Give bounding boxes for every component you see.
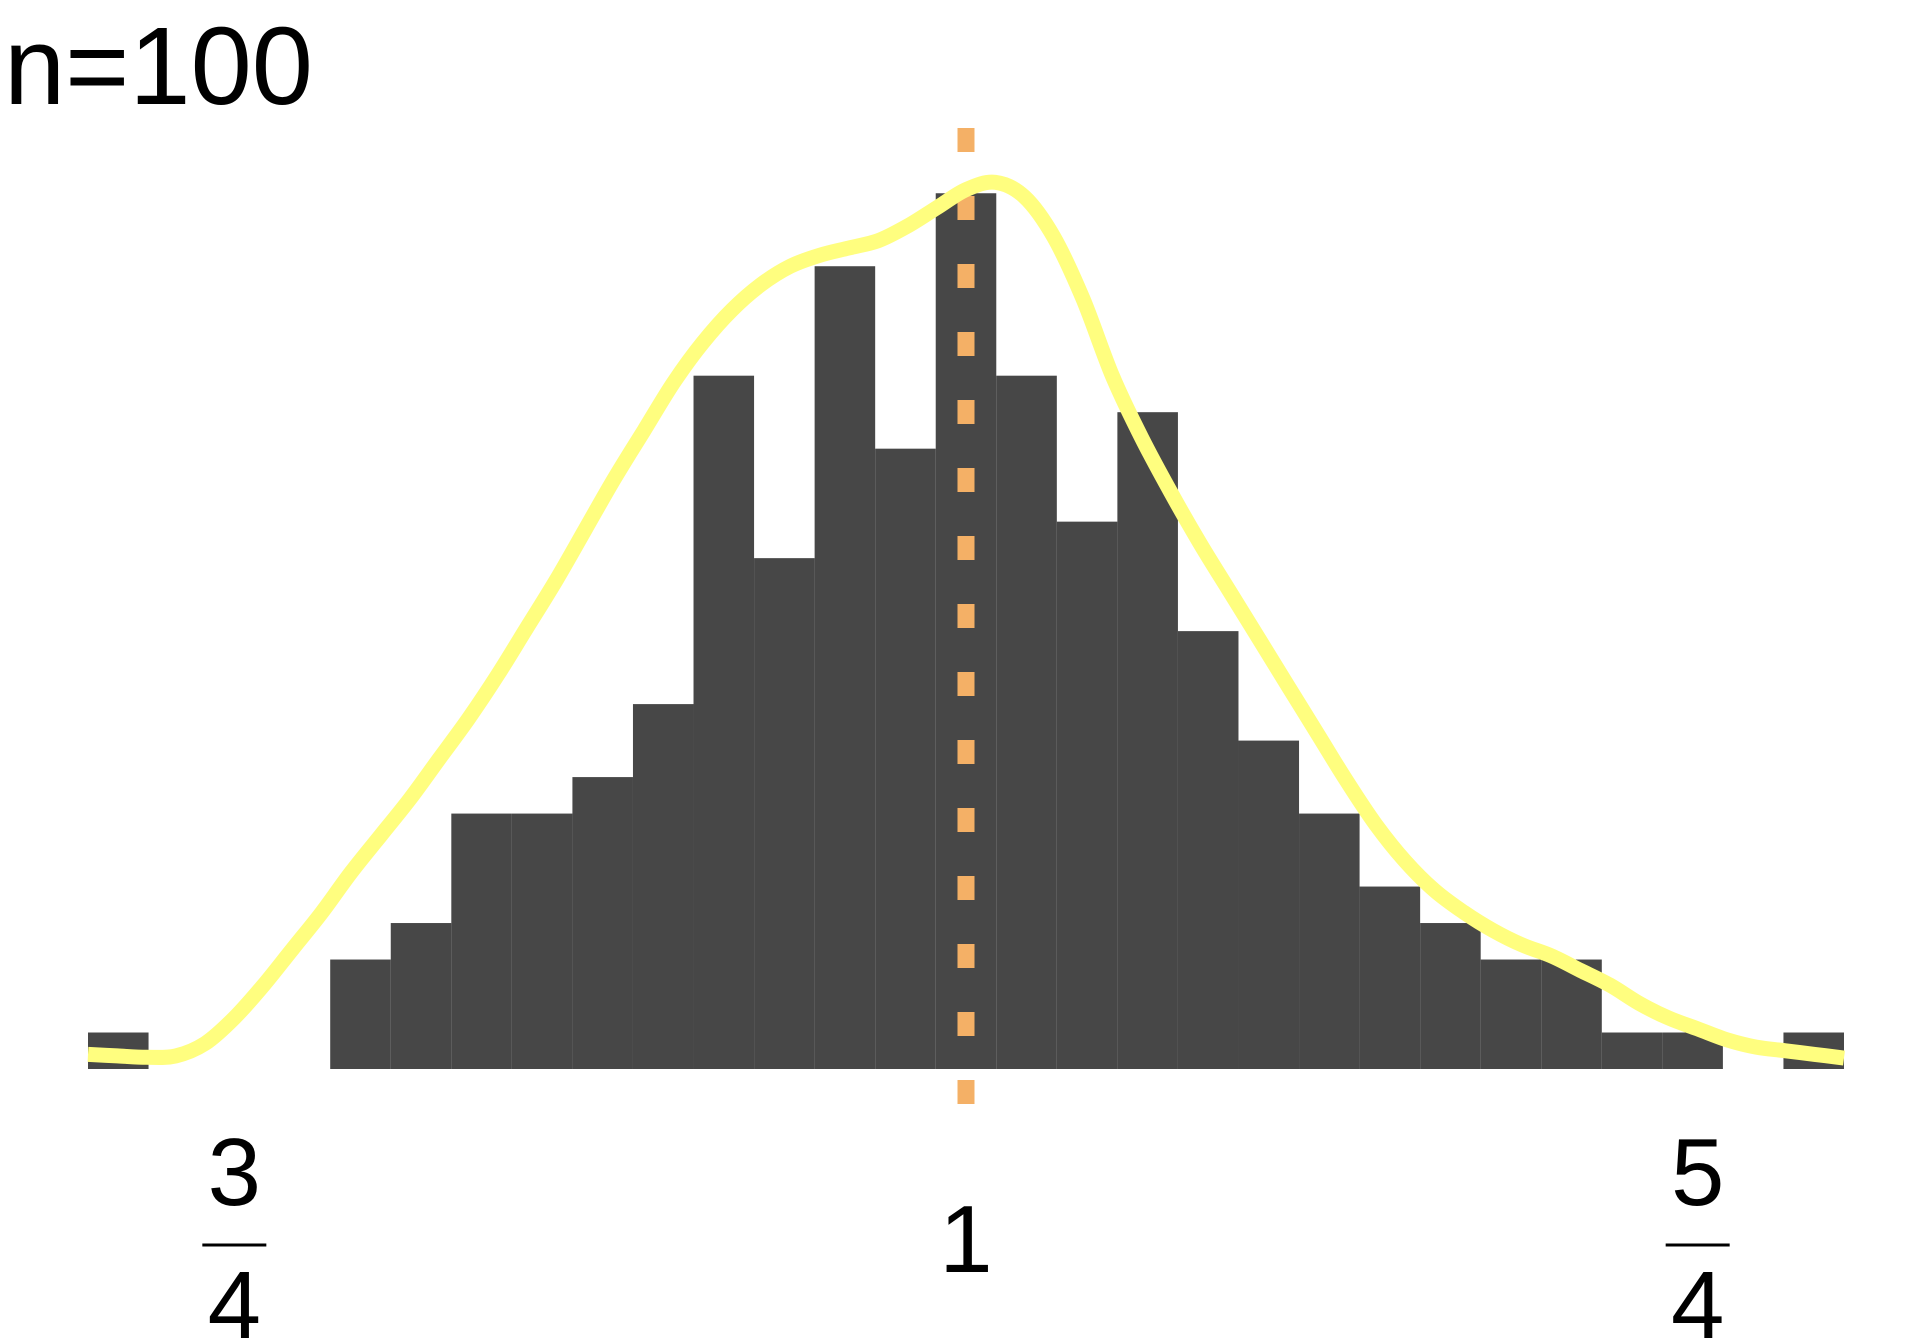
histogram-bar	[754, 558, 815, 1069]
histogram-bar	[996, 375, 1057, 1070]
histogram-bar	[1177, 631, 1239, 1069]
tick-label-denominator: 4	[1671, 1252, 1724, 1344]
histogram-bar	[935, 193, 997, 1070]
histogram-bar	[390, 923, 452, 1069]
sample-size-label: n=100	[4, 5, 313, 128]
histogram-bar	[875, 448, 936, 1069]
histogram-bar	[1238, 740, 1300, 1069]
tick-label-numerator: 5	[1671, 1119, 1724, 1226]
histogram-bar	[511, 813, 573, 1069]
histogram-bar	[693, 375, 755, 1070]
density-curve-group	[87, 174, 1846, 1066]
tick-label-numerator: 3	[208, 1119, 261, 1226]
histogram-bar	[1601, 1032, 1663, 1069]
histogram-bar	[1117, 412, 1178, 1069]
histogram-bar	[1480, 959, 1542, 1069]
density-curve	[87, 174, 1846, 1066]
histogram-bar	[1359, 886, 1421, 1069]
x-axis-ticks: 3 4 1 5 4	[202, 1119, 1730, 1344]
histogram-bar	[814, 266, 876, 1069]
histogram-bar	[330, 959, 391, 1069]
tick-label: 1	[939, 1186, 992, 1293]
histogram-bar	[1299, 813, 1360, 1069]
histogram-bar	[1420, 923, 1481, 1069]
histogram-bar	[632, 704, 694, 1069]
histogram-bar	[1056, 521, 1118, 1069]
histogram-bar	[572, 777, 633, 1069]
tick-label-denominator: 4	[208, 1252, 261, 1344]
histogram-bar	[451, 813, 512, 1069]
histogram-bars	[88, 193, 1844, 1070]
